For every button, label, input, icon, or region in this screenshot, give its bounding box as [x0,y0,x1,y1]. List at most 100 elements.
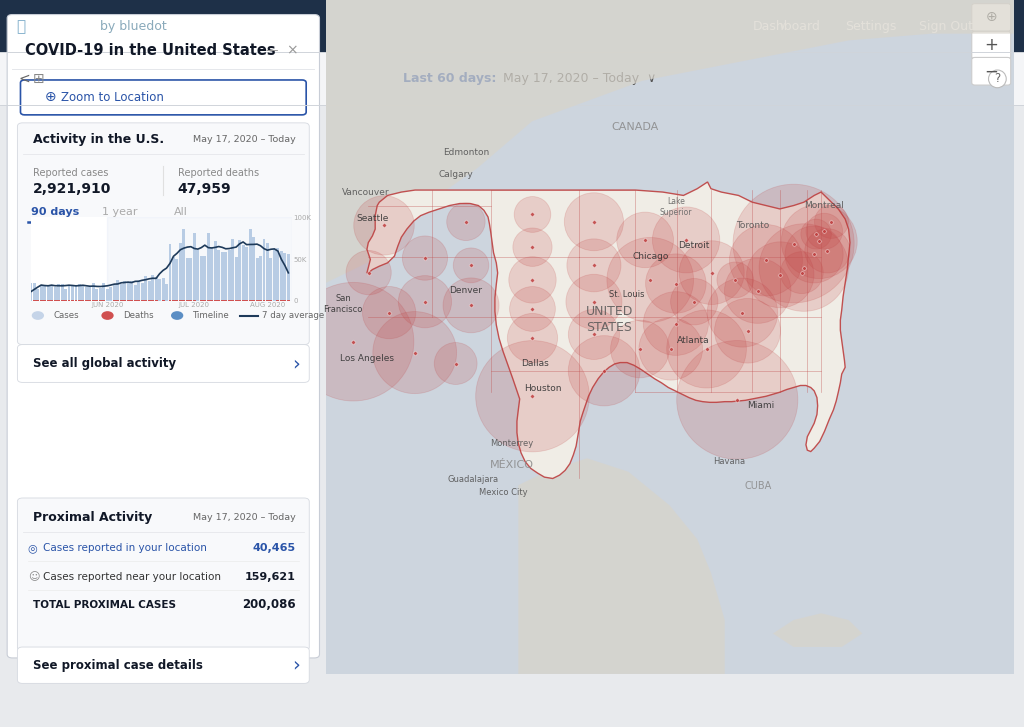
Bar [105,289,109,301]
Text: San
Francisco: San Francisco [324,294,362,313]
Polygon shape [773,614,862,647]
Bar [113,300,116,301]
Bar [147,281,151,301]
Bar [85,300,88,301]
Bar [162,278,165,301]
Bar [127,300,130,301]
Text: Reported deaths: Reported deaths [178,168,259,178]
Bar [284,254,287,301]
Circle shape [346,251,391,294]
Bar [82,286,84,301]
Circle shape [780,252,823,294]
FancyBboxPatch shape [7,15,319,658]
Circle shape [639,318,702,380]
Text: Monterrey: Monterrey [490,439,534,448]
Bar [204,256,206,301]
Bar [227,300,230,301]
Circle shape [643,292,709,356]
FancyBboxPatch shape [17,498,309,651]
Text: ⊕: ⊕ [985,10,997,25]
Text: Toronto: Toronto [736,221,769,230]
Circle shape [402,236,447,280]
Circle shape [171,311,183,320]
Bar [134,300,136,301]
Bar [57,284,60,301]
Text: May 17, 2020 – Today  ∨: May 17, 2020 – Today ∨ [499,73,656,85]
Bar [47,285,49,301]
Bar [276,300,280,301]
Bar [193,233,196,301]
Bar [287,254,290,301]
Bar [36,300,39,301]
Text: ›: › [292,354,300,373]
Bar [207,300,210,301]
FancyBboxPatch shape [972,57,1011,85]
Text: Dallas: Dallas [520,359,549,368]
Bar [256,258,258,301]
Text: ⦿: ⦿ [16,19,26,33]
Bar [43,300,46,301]
FancyBboxPatch shape [972,31,1011,59]
Bar [269,258,272,301]
Bar [53,300,56,301]
Bar [78,284,81,301]
Circle shape [806,213,843,249]
Bar [30,284,32,301]
Circle shape [708,278,777,347]
Text: Cases reported in your location: Cases reported in your location [43,543,207,553]
Circle shape [446,203,485,241]
Bar [287,300,290,301]
Circle shape [645,254,707,313]
Text: CANADA: CANADA [611,122,658,132]
Text: Proximal Activity: Proximal Activity [33,511,152,524]
Circle shape [616,212,674,268]
Bar [207,233,210,301]
Circle shape [507,313,558,363]
Bar [214,300,217,301]
Bar [43,285,46,301]
Bar [204,300,206,301]
Bar [239,239,241,301]
Bar [134,285,136,301]
Bar [284,300,287,301]
Bar [234,257,238,301]
Circle shape [373,312,457,393]
Bar [0,52,1024,105]
Text: Houston: Houston [524,385,561,393]
Bar [182,229,185,301]
Bar [102,283,105,301]
Circle shape [610,320,670,378]
Circle shape [567,239,621,292]
Text: Guadalajara: Guadalajara [447,475,499,484]
Circle shape [717,262,754,298]
Text: 7 day average: 7 day average [262,311,325,320]
Text: All: All [174,207,188,217]
Bar [99,288,101,301]
Bar [217,250,220,301]
Text: Lake
Superior: Lake Superior [659,198,692,217]
Bar [217,300,220,301]
FancyBboxPatch shape [0,0,1024,58]
Bar [130,300,133,301]
Circle shape [725,258,791,324]
Text: ☺: ☺ [28,572,39,582]
Circle shape [814,205,849,238]
Circle shape [566,274,622,329]
Circle shape [607,238,693,322]
Bar [189,258,193,301]
Polygon shape [518,458,725,674]
Circle shape [454,248,488,283]
Circle shape [801,219,831,249]
Circle shape [101,311,114,320]
Bar [152,275,154,301]
Bar [137,282,140,301]
Text: INSIGHTS: INSIGHTS [34,20,105,33]
Bar [276,248,280,301]
Bar [221,252,223,301]
Text: Reported cases: Reported cases [33,168,109,178]
Text: ?: ? [994,73,1000,85]
Bar [53,286,56,301]
Circle shape [715,299,780,363]
Bar [130,281,133,301]
Bar [144,276,147,301]
